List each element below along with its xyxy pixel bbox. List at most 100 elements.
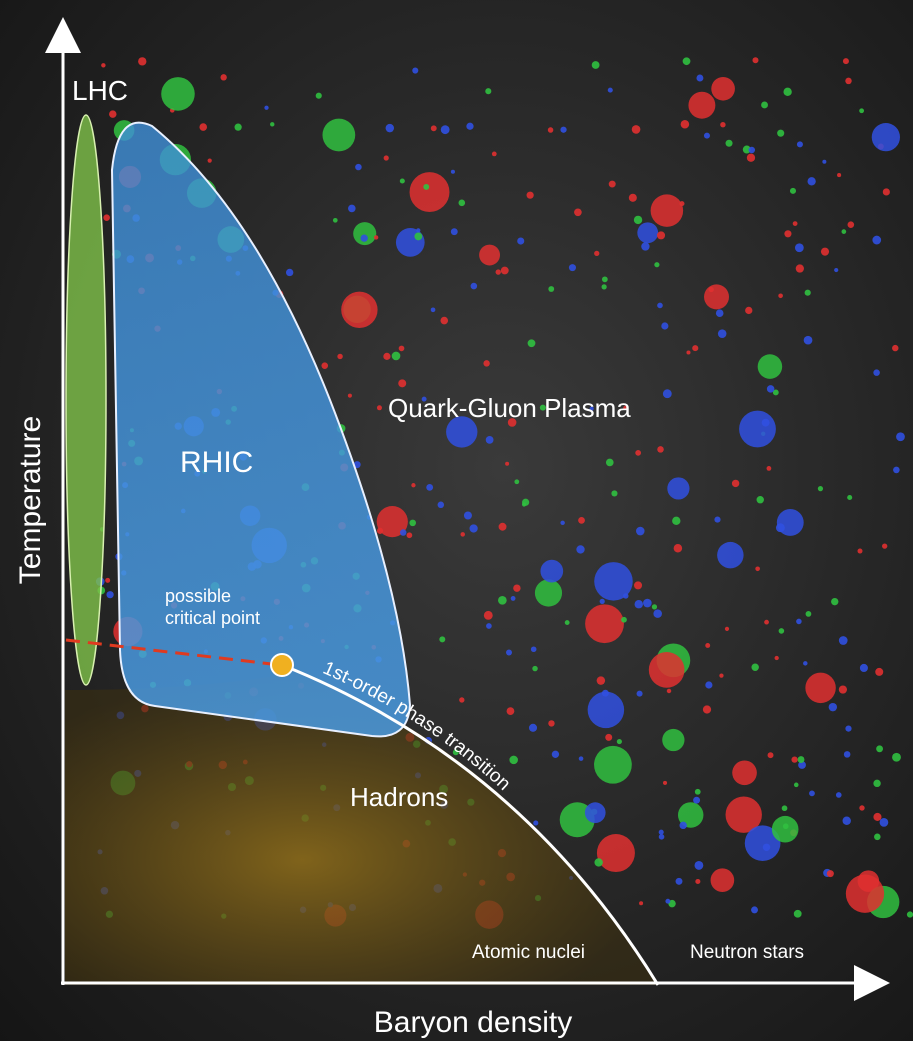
particle bbox=[652, 604, 657, 609]
particle bbox=[634, 216, 642, 224]
particle bbox=[653, 609, 662, 618]
particle bbox=[767, 385, 775, 393]
particle bbox=[893, 467, 900, 474]
particle bbox=[532, 666, 537, 671]
particle bbox=[506, 650, 512, 656]
particle bbox=[594, 562, 633, 601]
particle bbox=[414, 233, 422, 241]
particle bbox=[499, 523, 507, 531]
particle bbox=[527, 192, 534, 199]
particle bbox=[569, 264, 576, 271]
particle bbox=[793, 221, 798, 226]
particle bbox=[634, 581, 642, 589]
particle bbox=[892, 753, 901, 762]
particle bbox=[597, 676, 605, 684]
particle bbox=[400, 178, 405, 183]
particle bbox=[873, 780, 880, 787]
particle bbox=[779, 628, 785, 634]
particle bbox=[837, 173, 841, 177]
particle bbox=[791, 756, 797, 762]
particle bbox=[705, 643, 710, 648]
particle bbox=[529, 724, 537, 732]
particle bbox=[107, 591, 114, 598]
particle bbox=[659, 834, 665, 840]
particle bbox=[872, 236, 881, 245]
particle bbox=[396, 228, 425, 257]
critical-point bbox=[271, 654, 293, 676]
particle bbox=[355, 164, 361, 170]
particle bbox=[818, 486, 823, 491]
particle bbox=[778, 293, 783, 298]
particle bbox=[514, 479, 519, 484]
particle bbox=[409, 520, 416, 527]
particle bbox=[264, 106, 268, 110]
particle bbox=[600, 599, 605, 604]
particle bbox=[843, 817, 851, 825]
particle bbox=[464, 512, 472, 520]
critical-point-label: possible bbox=[165, 586, 231, 606]
particle bbox=[609, 181, 616, 188]
particle bbox=[423, 184, 429, 190]
particle bbox=[483, 360, 489, 366]
particle bbox=[719, 673, 723, 677]
particle bbox=[479, 245, 500, 266]
particle bbox=[635, 600, 643, 608]
particle bbox=[663, 389, 672, 398]
lhc-label: LHC bbox=[72, 75, 128, 106]
particle bbox=[839, 685, 847, 693]
particle bbox=[635, 450, 641, 456]
particle bbox=[827, 870, 834, 877]
particle bbox=[681, 120, 690, 129]
particle bbox=[805, 290, 811, 296]
particle bbox=[739, 411, 776, 448]
particle bbox=[220, 74, 226, 80]
particle bbox=[374, 235, 378, 239]
particle bbox=[703, 705, 711, 713]
particle bbox=[860, 664, 868, 672]
critical-point-label: critical point bbox=[165, 608, 260, 628]
particle bbox=[400, 529, 406, 535]
particle bbox=[431, 125, 437, 131]
particle bbox=[531, 646, 537, 652]
particle bbox=[384, 155, 389, 160]
particle bbox=[794, 783, 799, 788]
particle bbox=[777, 130, 784, 137]
particle bbox=[438, 502, 444, 508]
particle bbox=[398, 379, 406, 387]
particle bbox=[560, 521, 564, 525]
particle bbox=[517, 237, 524, 244]
particle bbox=[767, 466, 772, 471]
particle bbox=[594, 746, 632, 784]
particle bbox=[560, 127, 566, 133]
particle bbox=[535, 579, 562, 606]
particle bbox=[842, 229, 847, 234]
particle bbox=[348, 205, 356, 213]
particle bbox=[693, 797, 700, 804]
particle bbox=[103, 214, 110, 221]
lhc-region bbox=[66, 115, 106, 685]
particle bbox=[796, 264, 804, 272]
particle bbox=[460, 532, 465, 537]
particle bbox=[426, 484, 433, 491]
particle bbox=[608, 88, 613, 93]
particle bbox=[431, 308, 436, 313]
particle bbox=[501, 267, 509, 275]
particle bbox=[758, 354, 783, 379]
particle bbox=[695, 879, 700, 884]
particle bbox=[459, 697, 464, 702]
particle bbox=[548, 286, 554, 292]
particle bbox=[505, 462, 509, 466]
particle bbox=[880, 818, 889, 827]
particle bbox=[782, 805, 788, 811]
particle bbox=[718, 329, 727, 338]
particle bbox=[859, 108, 864, 113]
particle bbox=[594, 858, 602, 866]
particle bbox=[872, 123, 900, 151]
particle bbox=[441, 125, 450, 134]
particle bbox=[709, 287, 714, 292]
particle bbox=[594, 251, 599, 256]
particle bbox=[829, 703, 837, 711]
particle bbox=[507, 707, 515, 715]
particle bbox=[883, 188, 890, 195]
particle bbox=[726, 140, 733, 147]
